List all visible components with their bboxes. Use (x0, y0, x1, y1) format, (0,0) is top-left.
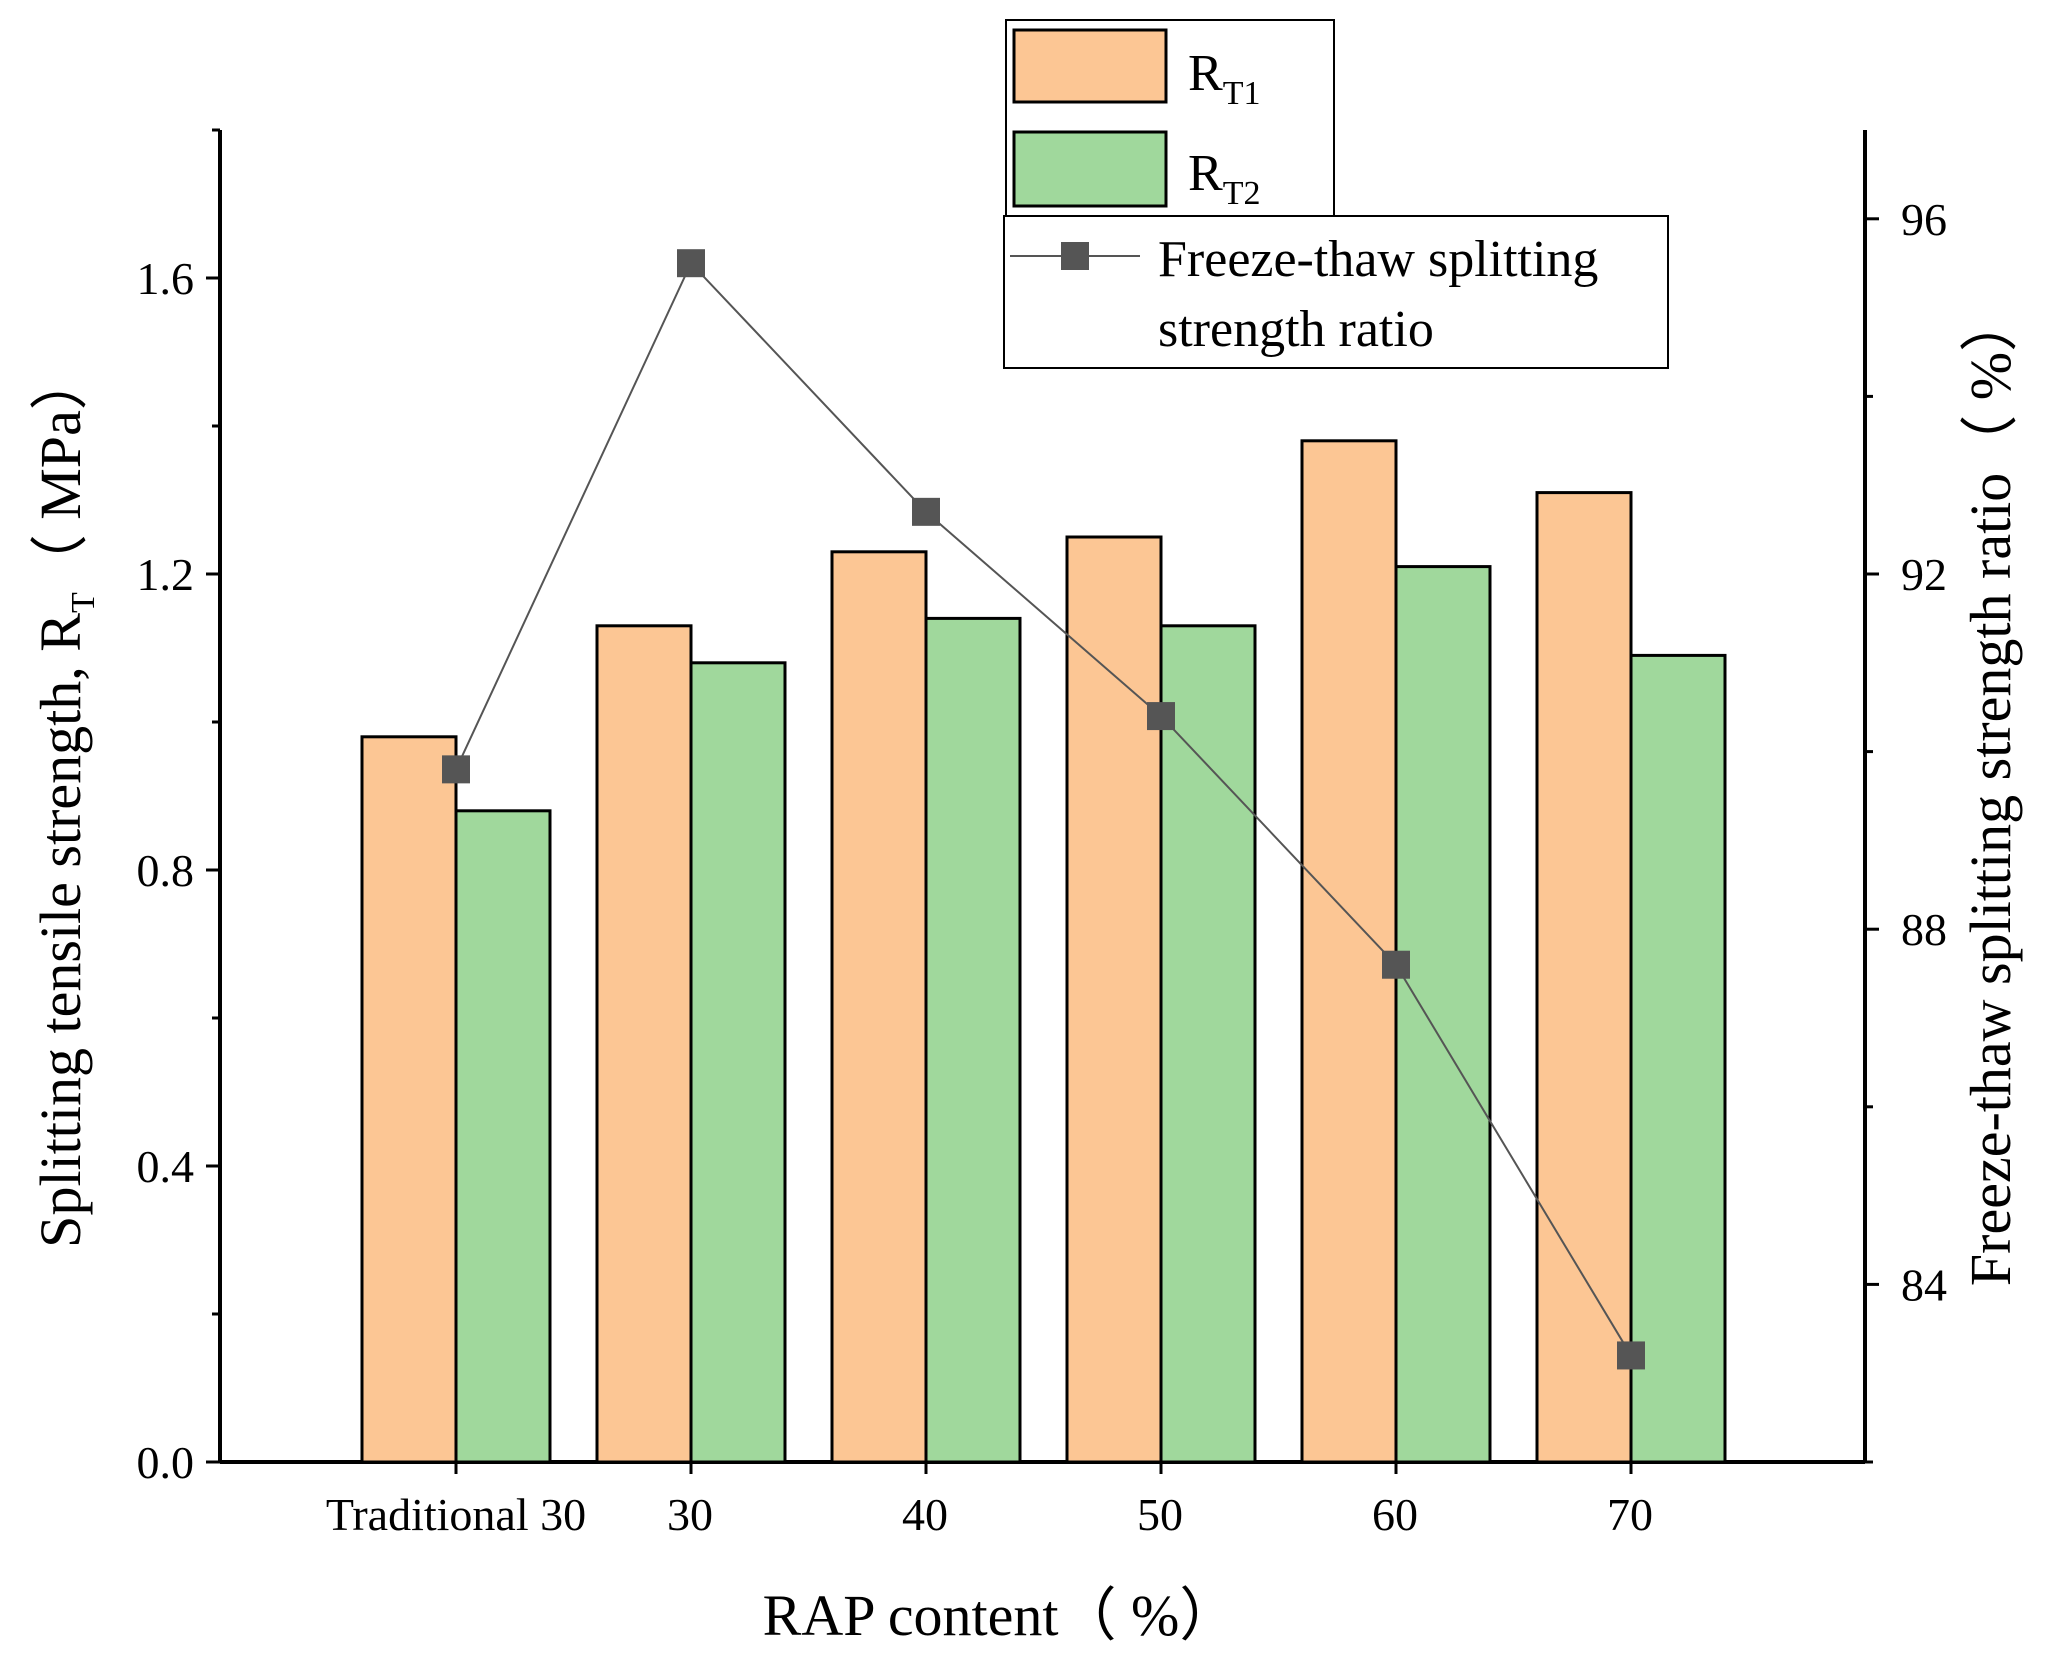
bar-rt1-1 (595, 624, 693, 1464)
y2-tick-label: 96 (1901, 194, 1947, 245)
legend-label-rt2: RT2 (1188, 145, 1260, 212)
legend-swatch-rt2 (1012, 130, 1168, 208)
y-tick-label: 0.4 (137, 1141, 195, 1192)
y2-axis-title: Freeze-thaw splitting strength ratio（ %） (1958, 294, 2023, 1286)
ratio-point-1 (677, 249, 705, 278)
y-tick-label: 0.0 (137, 1437, 195, 1488)
y2-tick-label: 84 (1901, 1259, 1947, 1310)
y2-tick-label: 92 (1901, 549, 1947, 600)
y-tick-label: 1.6 (137, 253, 195, 304)
x-tick-label: Traditional 30 (326, 1489, 586, 1540)
ratio-point-0 (442, 755, 470, 784)
bar-rt2-3 (1159, 624, 1257, 1464)
ratio-point-5 (1617, 1341, 1645, 1370)
x-tick-label: 70 (1607, 1489, 1653, 1540)
legend-line: Freeze-thaw splitting strength ratio (1003, 215, 1669, 369)
y-axis-title: Splitting tensile strength, RT（ MPa） (28, 352, 102, 1248)
y2-tick-label: 88 (1901, 904, 1947, 955)
legend-bars: RT1 RT2 (1005, 19, 1335, 219)
bar-rt2-0 (454, 809, 552, 1464)
ratio-point-2 (912, 497, 940, 526)
bar-rt1-0 (360, 735, 458, 1464)
ratio-polyline (455, 261, 1632, 1356)
x-tick-label: 40 (902, 1489, 948, 1540)
legend-label-rt1: RT1 (1188, 45, 1260, 112)
x-tick-label: 50 (1137, 1489, 1183, 1540)
legend-label-ratio-line1: Freeze-thaw splitting (1158, 231, 1598, 288)
bar-rt2-5 (1629, 653, 1727, 1464)
bar-rt1-5 (1535, 491, 1633, 1464)
legend-swatch-rt1 (1012, 28, 1168, 104)
y-tick-label: 0.8 (137, 845, 195, 896)
y-tick-label: 1.2 (137, 549, 195, 600)
bar-rt1-2 (830, 550, 928, 1464)
bar-rt2-1 (689, 661, 787, 1464)
x-tick-label: 30 (667, 1489, 713, 1540)
x-tick-label: 60 (1372, 1489, 1418, 1540)
bar-rt1-4 (1300, 439, 1398, 1464)
ratio-point-3 (1147, 702, 1175, 731)
ticks: 0.0 0.4 0.8 1.2 1.6 84 88 92 96 Traditional 30 30 4… (137, 128, 1947, 1540)
x-axis-title: RAP content（ %） (763, 1583, 1238, 1648)
ratio-line (442, 249, 1645, 1370)
bar-rt1-3 (1065, 535, 1163, 1464)
legend-label-ratio-line2: strength ratio (1158, 301, 1434, 358)
legend-marker-ratio (1061, 242, 1089, 270)
ratio-point-4 (1382, 950, 1410, 979)
bar-rt2-4 (1394, 565, 1492, 1464)
bars (360, 439, 1727, 1464)
bar-rt2-2 (924, 616, 1022, 1464)
